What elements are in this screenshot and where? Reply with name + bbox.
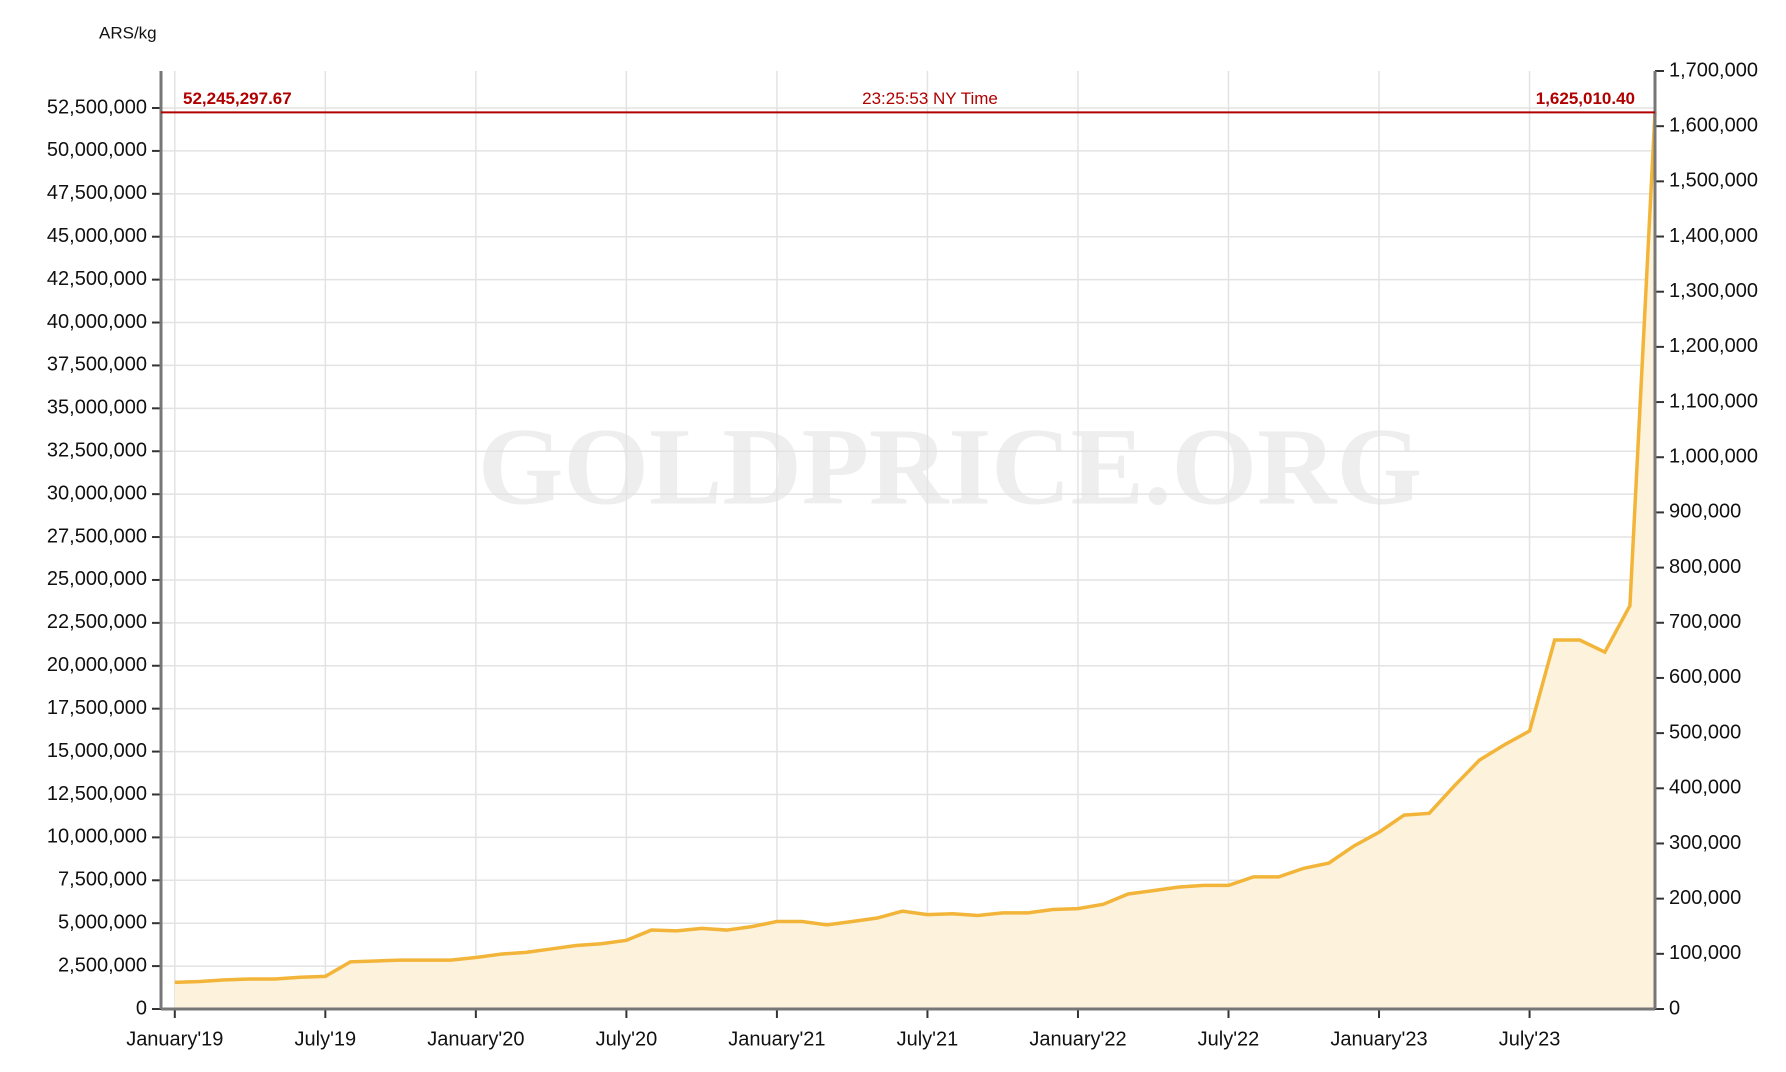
y-tick-label: 22,500,000 xyxy=(47,611,147,633)
y2-tick-label: 1,300,000 xyxy=(1669,280,1758,302)
y2-tick-label: 400,000 xyxy=(1669,777,1741,799)
y-tick-label: 17,500,000 xyxy=(47,697,147,719)
x-tick-label: July'20 xyxy=(596,1028,658,1050)
x-tick-label: January'23 xyxy=(1330,1028,1427,1050)
price-time: 23:25:53 NY Time xyxy=(862,89,998,108)
y2-tick-label: 1,600,000 xyxy=(1669,114,1758,136)
y2-tick-label: 500,000 xyxy=(1669,721,1741,743)
y-tick-label: 45,000,000 xyxy=(47,225,147,247)
y2-tick-label: 1,400,000 xyxy=(1669,225,1758,247)
y-tick-label: 30,000,000 xyxy=(47,482,147,504)
x-tick-label: July'21 xyxy=(897,1028,959,1050)
x-tick-label: January'19 xyxy=(126,1028,223,1050)
y-tick-label: 35,000,000 xyxy=(47,397,147,419)
y2-tick-label: 300,000 xyxy=(1669,832,1741,854)
y2-tick-label: 1,100,000 xyxy=(1669,390,1758,412)
price-label: 52,245,297.67 xyxy=(183,89,292,108)
x-tick-label: January'21 xyxy=(728,1028,825,1050)
y2-tick-label: 600,000 xyxy=(1669,666,1741,688)
y2-tick-label: 100,000 xyxy=(1669,942,1741,964)
x-tick-label: January'20 xyxy=(427,1028,524,1050)
y-tick-label: 12,500,000 xyxy=(47,783,147,805)
y-tick-label: 52,500,000 xyxy=(47,96,147,118)
y2-tick-label: 1,200,000 xyxy=(1669,335,1758,357)
x-tick-label: July'22 xyxy=(1198,1028,1260,1050)
y-tick-label: 7,500,000 xyxy=(58,869,147,891)
x-tick-label: July'23 xyxy=(1499,1028,1561,1050)
y-tick-label: 42,500,000 xyxy=(47,268,147,290)
y-tick-label: 5,000,000 xyxy=(58,911,147,933)
y-tick-label: 0 xyxy=(136,997,147,1019)
unit-label: ARS/kg xyxy=(99,23,157,42)
x-tick-label: January'22 xyxy=(1029,1028,1126,1050)
watermark: GOLDPRICE.ORG xyxy=(478,405,1422,527)
y-tick-label: 47,500,000 xyxy=(47,182,147,204)
x-tick-label: July'19 xyxy=(295,1028,357,1050)
y-tick-label: 2,500,000 xyxy=(58,954,147,976)
y2-tick-label: 800,000 xyxy=(1669,556,1741,578)
y-tick-label: 10,000,000 xyxy=(47,826,147,848)
y-tick-label: 15,000,000 xyxy=(47,740,147,762)
y2-tick-label: 1,000,000 xyxy=(1669,446,1758,468)
y-tick-label: 27,500,000 xyxy=(47,525,147,547)
price-label-y2: 1,625,010.40 xyxy=(1536,89,1635,108)
y-tick-label: 40,000,000 xyxy=(47,311,147,333)
y2-tick-label: 900,000 xyxy=(1669,501,1741,523)
y2-tick-label: 700,000 xyxy=(1669,611,1741,633)
y-tick-label: 25,000,000 xyxy=(47,568,147,590)
y-tick-label: 37,500,000 xyxy=(47,354,147,376)
y2-tick-label: 1,700,000 xyxy=(1669,59,1758,81)
y2-tick-label: 0 xyxy=(1669,997,1680,1019)
y-tick-label: 32,500,000 xyxy=(47,440,147,462)
y-tick-label: 50,000,000 xyxy=(47,139,147,161)
line xyxy=(174,112,1657,985)
y2-tick-label: 200,000 xyxy=(1669,887,1741,909)
y-tick-label: 20,000,000 xyxy=(47,654,147,676)
area xyxy=(174,112,1656,1010)
y2-tick-label: 1,500,000 xyxy=(1669,170,1758,192)
